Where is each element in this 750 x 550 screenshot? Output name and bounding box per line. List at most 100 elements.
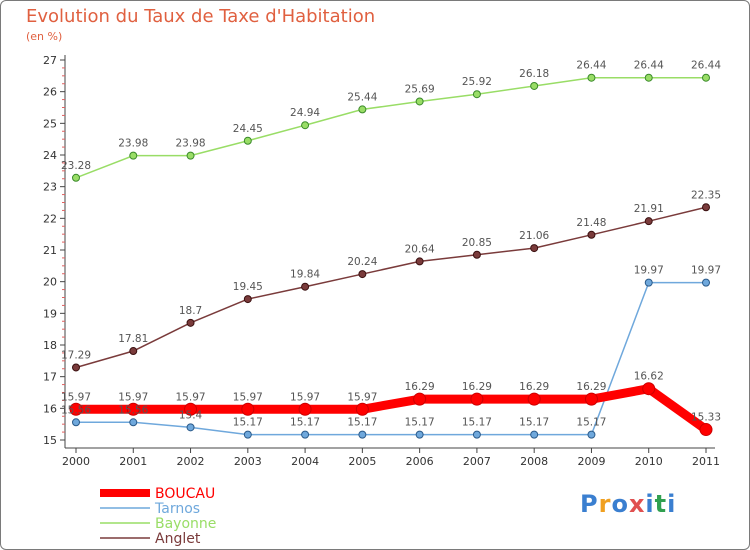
y-tick-label: 16 [43, 402, 57, 415]
data-point-bayonne [358, 105, 367, 114]
data-label-tarnos: 15.17 [462, 417, 492, 429]
x-tick-label: 2007 [463, 455, 491, 468]
data-point-tarnos [72, 418, 80, 427]
chart-unit-label: (en %) [26, 30, 63, 43]
data-label-bayonne: 25.69 [405, 83, 435, 95]
data-point-boucau [699, 423, 713, 437]
y-tick-label: 17 [43, 371, 57, 384]
y-tick-label: 23 [43, 181, 57, 194]
data-point-boucau [470, 392, 484, 406]
data-point-bayonne [472, 90, 481, 99]
data-point-tarnos [702, 278, 710, 287]
data-label-anglet: 18.7 [179, 305, 202, 317]
logo-letter: t [654, 490, 668, 518]
data-label-bayonne: 26.44 [691, 60, 721, 72]
data-point-tarnos [415, 430, 424, 439]
y-tick-label: 24 [43, 149, 57, 162]
data-label-tarnos: 19.97 [691, 265, 721, 277]
data-point-bayonne [644, 73, 653, 82]
data-point-bayonne [129, 151, 138, 160]
data-label-boucau: 15.97 [61, 391, 91, 403]
data-point-anglet [415, 257, 424, 266]
data-label-tarnos: 15.17 [347, 417, 377, 429]
data-label-anglet: 20.24 [347, 256, 377, 268]
data-label-boucau: 15.97 [118, 391, 148, 403]
data-label-anglet: 21.48 [576, 217, 606, 229]
data-label-anglet: 17.81 [118, 333, 148, 345]
data-label-bayonne: 26.18 [519, 68, 549, 80]
data-label-bayonne: 23.98 [176, 138, 206, 150]
data-label-anglet: 21.06 [519, 230, 549, 242]
series-line-bayonne [75, 76, 707, 179]
data-label-tarnos: 15.17 [290, 417, 320, 429]
data-point-boucau [298, 402, 312, 416]
y-tick-label: 15 [43, 434, 57, 447]
data-label-tarnos: 15.56 [118, 404, 148, 416]
logo-letter: i [645, 490, 655, 518]
data-label-tarnos: 15.17 [519, 417, 549, 429]
data-point-anglet [644, 217, 653, 226]
legend-label-tarnos: Tarnos [154, 501, 200, 517]
y-tick-label: 22 [43, 212, 57, 225]
data-point-anglet [472, 250, 481, 259]
data-point-tarnos [644, 278, 653, 287]
logo-letter: o [611, 490, 629, 518]
series-anglet [72, 203, 710, 372]
data-label-anglet: 20.85 [462, 237, 492, 249]
data-point-bayonne [587, 73, 596, 82]
x-tick-label: 2009 [577, 455, 605, 468]
data-point-anglet [301, 282, 310, 291]
x-tick-label: 2002 [177, 455, 205, 468]
data-point-bayonne [415, 97, 424, 106]
data-point-tarnos [186, 423, 195, 432]
logo-letter: P [580, 490, 599, 518]
y-tick-label: 21 [43, 244, 57, 257]
series-bayonne [72, 73, 710, 182]
legend-label-anglet: Anglet [155, 531, 201, 547]
data-label-tarnos: 15.56 [61, 404, 91, 416]
data-label-boucau: 15.97 [233, 391, 263, 403]
data-label-boucau: 15.97 [347, 391, 377, 403]
data-label-anglet: 19.45 [233, 281, 263, 293]
data-point-bayonne [243, 136, 252, 145]
data-point-boucau [126, 402, 140, 416]
logo-letter: x [628, 490, 646, 518]
data-point-boucau [642, 382, 656, 396]
series-tarnos [72, 278, 710, 439]
series-line-boucau [71, 384, 711, 435]
data-point-boucau [241, 402, 255, 416]
logo-letter: i [667, 490, 677, 518]
series-line-tarnos [75, 281, 707, 436]
data-label-bayonne: 23.98 [118, 138, 148, 150]
data-point-anglet [358, 270, 367, 279]
legend-label-boucau: BOUCAU [155, 486, 215, 502]
data-label-anglet: 17.29 [61, 349, 91, 361]
data-point-tarnos [587, 430, 596, 439]
data-point-tarnos [530, 430, 539, 439]
proxiti-logo: Proxiti [580, 490, 676, 518]
data-point-boucau [527, 392, 541, 406]
data-point-bayonne [72, 173, 80, 182]
data-label-boucau: 15.97 [176, 391, 206, 403]
data-point-anglet [186, 318, 195, 327]
data-label-bayonne: 24.94 [290, 107, 320, 119]
data-point-bayonne [186, 151, 195, 160]
data-label-tarnos: 15.17 [576, 417, 606, 429]
x-tick-label: 2000 [62, 455, 90, 468]
data-label-anglet: 20.64 [405, 243, 435, 255]
x-tick-label: 2003 [234, 455, 262, 468]
data-point-anglet [72, 363, 80, 372]
data-label-tarnos: 15.17 [405, 417, 435, 429]
data-point-boucau [584, 392, 598, 406]
x-tick-label: 2006 [406, 455, 434, 468]
data-label-bayonne: 26.44 [634, 60, 664, 72]
x-tick-label: 2008 [520, 455, 548, 468]
series-layer: 17.29 17.81 18.7 19.45 19.84 20.24 20.64 20.85 2… [61, 60, 721, 439]
chart-axes: 15 16 17 18 19 20 21 22 23 24 25 26 27 2000 2001 2002 20… [43, 54, 720, 468]
y-tick-label: 20 [43, 276, 57, 289]
y-tick-label: 18 [43, 339, 57, 352]
y-tick-label: 27 [43, 54, 57, 67]
data-point-bayonne [702, 73, 710, 82]
x-tick-label: 2004 [291, 455, 319, 468]
